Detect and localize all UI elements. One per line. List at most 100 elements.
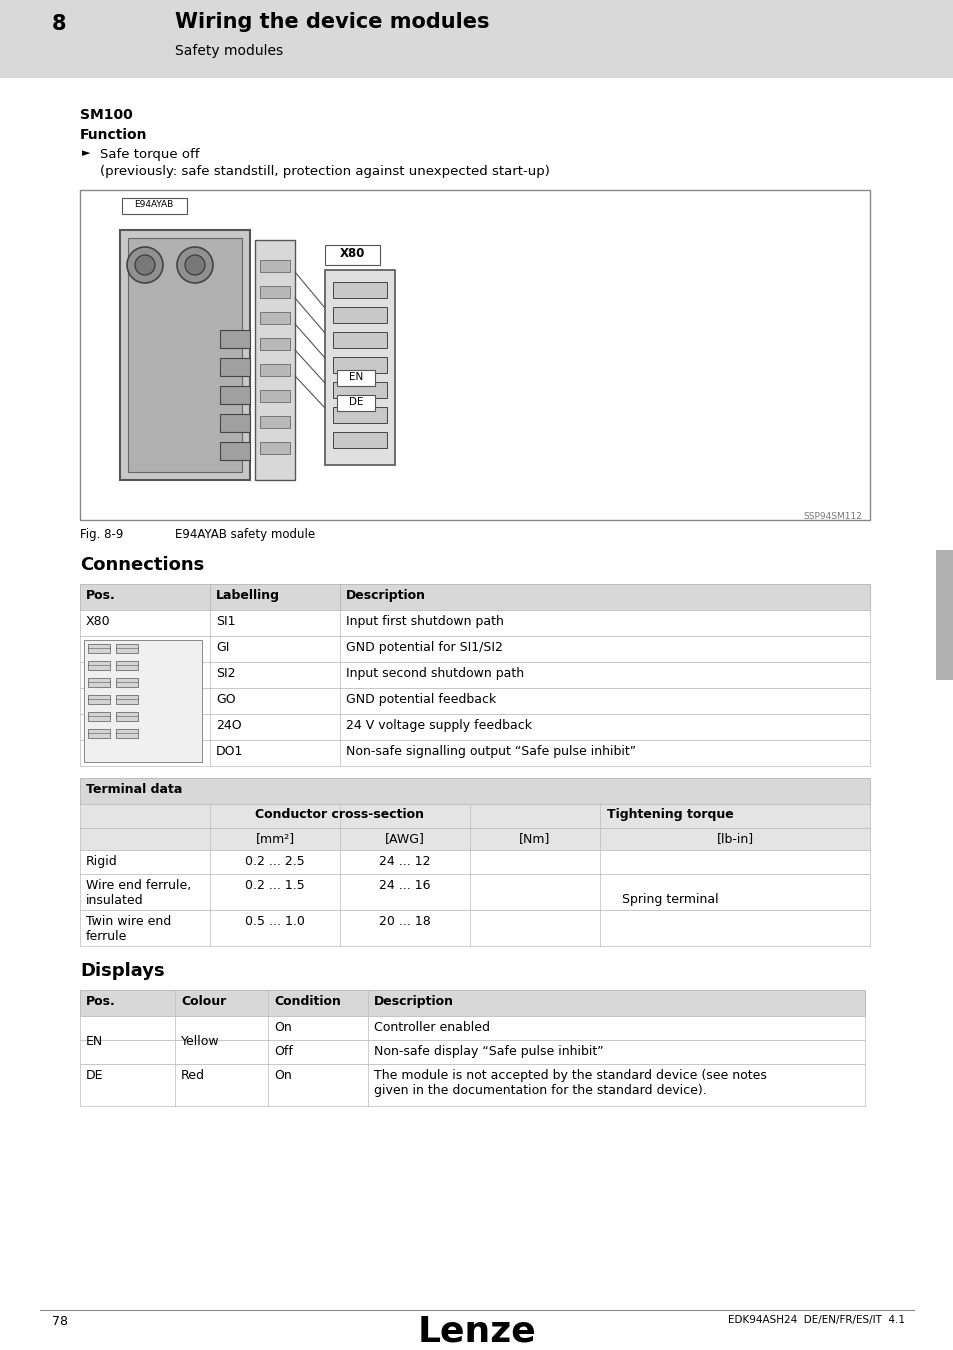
Text: Conductor cross-section: Conductor cross-section: [255, 809, 424, 821]
Text: Labelling: Labelling: [215, 589, 280, 602]
Text: Wiring the device modules: Wiring the device modules: [174, 12, 489, 32]
Bar: [254, 240, 294, 481]
Bar: [260, 416, 290, 428]
Text: [lb-in]: [lb-in]: [716, 832, 753, 845]
Text: The module is not accepted by the standard device (see notes
given in the docume: The module is not accepted by the standa…: [374, 1069, 766, 1098]
Text: Wire end ferrule,
insulated: Wire end ferrule, insulated: [86, 879, 191, 907]
Text: Colour: Colour: [181, 995, 226, 1008]
Text: [AWG]: [AWG]: [385, 832, 424, 845]
Text: 24 ... 12: 24 ... 12: [379, 855, 431, 868]
Bar: [80, 610, 869, 636]
Text: Rigid: Rigid: [86, 855, 117, 868]
Text: 78: 78: [52, 1315, 68, 1328]
Text: E94AYAB safety module: E94AYAB safety module: [174, 528, 314, 541]
Bar: [333, 356, 387, 373]
Bar: [80, 990, 864, 1017]
Text: DE: DE: [86, 1069, 103, 1081]
Bar: [80, 850, 869, 873]
Bar: [116, 729, 138, 738]
Bar: [80, 778, 869, 805]
Bar: [116, 644, 138, 653]
Text: E94AYAB: E94AYAB: [134, 200, 173, 209]
Bar: [88, 729, 110, 738]
Bar: [220, 441, 250, 460]
Text: Controller enabled: Controller enabled: [374, 1021, 490, 1034]
Bar: [128, 238, 242, 472]
Bar: [88, 695, 110, 703]
Bar: [88, 711, 110, 721]
Text: 24 ... 16: 24 ... 16: [379, 879, 431, 892]
Text: 0.5 ... 1.0: 0.5 ... 1.0: [245, 915, 305, 927]
Bar: [336, 370, 375, 386]
Bar: [325, 244, 379, 265]
Text: Connections: Connections: [80, 556, 204, 574]
Bar: [260, 364, 290, 377]
Text: Pos.: Pos.: [86, 995, 115, 1008]
Text: GO: GO: [215, 693, 235, 706]
Bar: [260, 441, 290, 454]
Text: GI: GI: [215, 641, 229, 653]
Bar: [88, 678, 110, 687]
Text: ►: ►: [82, 148, 91, 158]
Text: Non-safe signalling output “Safe pulse inhibit”: Non-safe signalling output “Safe pulse i…: [346, 745, 636, 757]
Bar: [80, 714, 869, 740]
Bar: [260, 390, 290, 402]
Text: (previously: safe standstill, protection against unexpected start-up): (previously: safe standstill, protection…: [100, 165, 549, 178]
Text: Input first shutdown path: Input first shutdown path: [346, 616, 503, 628]
Bar: [935, 549, 953, 680]
Bar: [336, 396, 375, 410]
Bar: [80, 688, 869, 714]
Text: Fig. 8-9: Fig. 8-9: [80, 528, 123, 541]
Circle shape: [127, 247, 163, 284]
Text: Lenze: Lenze: [417, 1315, 536, 1349]
Bar: [325, 270, 395, 464]
Circle shape: [185, 255, 205, 275]
Bar: [333, 332, 387, 348]
Bar: [80, 1017, 864, 1040]
Bar: [333, 382, 387, 398]
Text: On: On: [274, 1069, 292, 1081]
Bar: [80, 1040, 864, 1064]
Text: On: On: [274, 1021, 292, 1034]
Bar: [0, 0, 953, 78]
Bar: [80, 1064, 864, 1106]
Bar: [116, 711, 138, 721]
Text: X80: X80: [339, 247, 364, 261]
Text: EDK94ASH24  DE/EN/FR/ES/IT  4.1: EDK94ASH24 DE/EN/FR/ES/IT 4.1: [727, 1315, 904, 1324]
Text: GND potential for SI1/SI2: GND potential for SI1/SI2: [346, 641, 502, 653]
Text: Off: Off: [274, 1045, 293, 1058]
Text: X80: X80: [86, 616, 111, 628]
Text: EN: EN: [86, 1035, 103, 1048]
Text: 24O: 24O: [215, 720, 241, 732]
Bar: [220, 414, 250, 432]
Bar: [122, 198, 187, 215]
Bar: [80, 828, 869, 850]
Text: DE: DE: [349, 397, 363, 406]
Text: [mm²]: [mm²]: [255, 832, 294, 845]
Bar: [80, 873, 869, 910]
Text: SI1: SI1: [215, 616, 235, 628]
Bar: [80, 662, 869, 688]
Text: Yellow: Yellow: [181, 1035, 219, 1048]
Bar: [80, 740, 869, 765]
Text: Displays: Displays: [80, 963, 165, 980]
Bar: [80, 805, 869, 828]
Text: Non-safe display “Safe pulse inhibit”: Non-safe display “Safe pulse inhibit”: [374, 1045, 603, 1058]
Bar: [116, 662, 138, 670]
Bar: [333, 406, 387, 423]
Text: Terminal data: Terminal data: [86, 783, 182, 796]
Bar: [88, 644, 110, 653]
Bar: [260, 312, 290, 324]
Text: EN: EN: [349, 373, 363, 382]
Text: GND potential feedback: GND potential feedback: [346, 693, 496, 706]
Text: Red: Red: [181, 1069, 205, 1081]
Bar: [80, 636, 869, 661]
Bar: [88, 662, 110, 670]
Circle shape: [135, 255, 154, 275]
Bar: [260, 261, 290, 271]
Text: Spring terminal: Spring terminal: [621, 892, 718, 906]
Bar: [80, 585, 869, 610]
Text: SI2: SI2: [215, 667, 235, 680]
Bar: [220, 358, 250, 377]
Bar: [260, 286, 290, 298]
